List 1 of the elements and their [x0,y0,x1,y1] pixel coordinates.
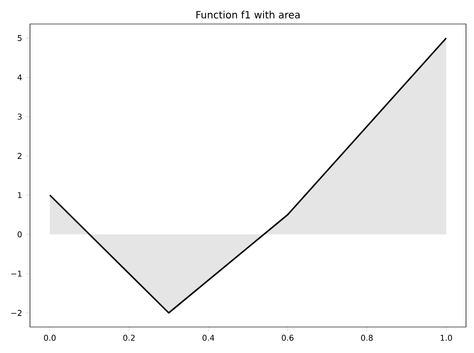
chart-title: Function f1 with area [196,10,300,19]
